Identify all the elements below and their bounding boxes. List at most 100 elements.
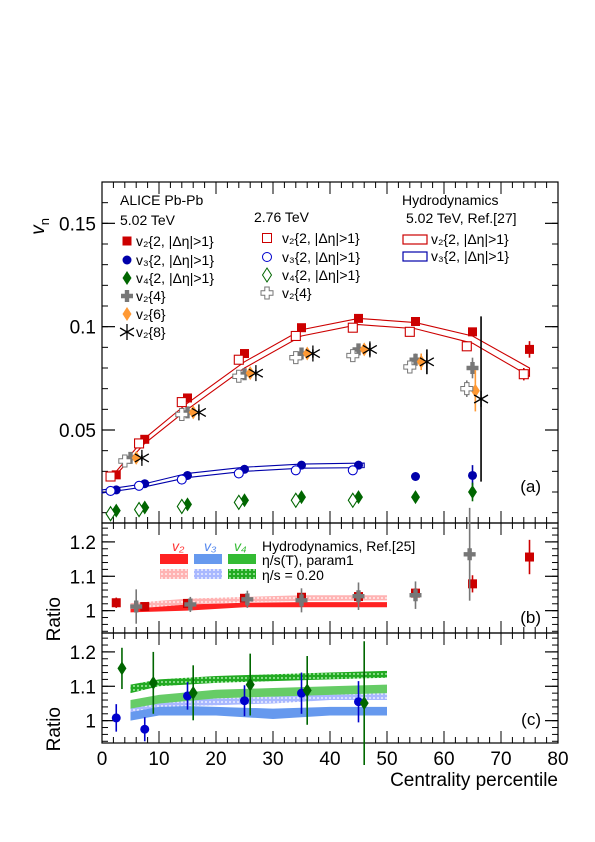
data-point — [409, 589, 422, 602]
legend-hydro-v3-swatch — [402, 251, 428, 262]
data-point — [111, 470, 121, 480]
series-v4_ratio — [117, 641, 369, 765]
data-point — [525, 344, 534, 354]
hydro-a-title: Hydrodynamics — [402, 192, 498, 208]
data-point — [403, 360, 417, 374]
legend-v3-2-276: v₃{2, |Δη|>1} — [282, 249, 360, 265]
x-axis-title: Centrality percentile — [390, 770, 558, 791]
data-point — [468, 470, 477, 480]
data-point — [525, 552, 534, 562]
band-v4_eta020 — [130, 670, 387, 694]
data-point — [466, 362, 479, 374]
data-point — [352, 343, 365, 356]
series-v2_6_502 — [131, 342, 480, 465]
data-point — [347, 465, 358, 476]
series-v3_2_276 — [105, 465, 358, 497]
data-point — [347, 322, 358, 333]
harmonic-label-v3: v₃ — [204, 538, 217, 554]
y-tick-label: 1.1 — [70, 567, 96, 588]
panel-b-ylabel: Ratio — [44, 597, 65, 641]
data-point — [468, 579, 477, 589]
data-point — [419, 353, 435, 370]
x-tick-label: 0 — [97, 749, 108, 770]
data-point — [111, 713, 121, 723]
panel-a-plot: 0.05 0.1 0.15 — [59, 181, 559, 523]
panel-b-tag: (b) — [520, 608, 541, 627]
swatch-v4-eta020 — [228, 569, 256, 579]
data-point — [295, 594, 308, 607]
series-v3_ratio — [111, 672, 363, 742]
experiment-label: ALICE Pb-Pb — [120, 192, 203, 208]
x-tick-label: 40 — [319, 749, 340, 770]
data-point — [354, 313, 363, 323]
data-point — [175, 408, 189, 421]
hydro-a-ref: 5.02 TeV, Ref.[27] — [406, 210, 517, 226]
y-tick-label: 0.1 — [70, 318, 96, 339]
legend-marker — [260, 286, 274, 300]
data-point — [460, 382, 474, 396]
data-point — [245, 366, 255, 381]
y-tick-label: 0.05 — [59, 421, 96, 442]
data-point — [352, 590, 365, 603]
legend-marker — [122, 271, 132, 285]
legend-marker — [262, 233, 272, 243]
series-v2_8_502 — [134, 316, 489, 482]
hydro-b-title: Hydrodynamics, Ref.[25] — [262, 538, 415, 554]
panel-b-plot: 1 1.1 1.2 — [70, 507, 559, 633]
data-point — [148, 675, 158, 690]
swatch-v3-param1 — [194, 554, 222, 564]
x-tick-label: 60 — [433, 749, 454, 770]
data-point — [176, 474, 187, 485]
data-point — [416, 354, 426, 369]
data-point — [232, 369, 246, 383]
y-tick-label: 1.1 — [70, 677, 96, 698]
y-tick-label: 1 — [85, 712, 96, 733]
data-point — [245, 677, 255, 692]
legend-marker — [122, 255, 132, 265]
swatch-v2-param1 — [160, 554, 188, 564]
data-point — [117, 661, 127, 676]
legend-502: v₂{2, |Δη|>1} v₃{2, |Δη|>1} v₄{2, |Δη|>1… — [136, 233, 214, 340]
data-point — [233, 494, 244, 511]
data-point — [409, 353, 422, 366]
data-point — [359, 696, 369, 711]
data-point — [140, 724, 150, 734]
band-label-param1: η/s(T), param1 — [262, 552, 354, 568]
data-point — [233, 468, 244, 479]
panel-c-ylabel: Ratio — [44, 707, 65, 751]
data-point — [134, 438, 145, 449]
data-point — [240, 696, 249, 706]
data-point — [346, 349, 360, 363]
y-tick-label: 1.2 — [70, 533, 96, 554]
data-point — [233, 354, 244, 365]
data-point — [183, 393, 192, 403]
data-point — [411, 317, 420, 326]
data-point — [176, 397, 187, 408]
data-point — [118, 454, 132, 468]
legend-v2-2-276: v₂{2, |Δη|>1} — [282, 230, 360, 246]
x-tick-label: 30 — [262, 749, 283, 770]
band-v4_param1 — [130, 684, 387, 709]
panel-c-tag: (c) — [521, 710, 541, 729]
y-tick-label: 1.2 — [70, 643, 96, 664]
legend-v3-2-502: v₃{2, |Δη|>1} — [136, 252, 214, 268]
panel-a-ylabel-sub: n — [37, 218, 52, 225]
data-point — [241, 593, 254, 606]
swatch-v2-eta020 — [160, 569, 188, 579]
y-tick-label: 1 — [85, 602, 96, 623]
data-point — [473, 391, 489, 407]
data-point — [124, 451, 137, 464]
swatch-v4-param1 — [228, 554, 256, 564]
data-point — [105, 485, 116, 497]
legend-marker — [262, 252, 272, 262]
band-v3_eta020 — [130, 693, 387, 713]
legend-marker — [261, 267, 273, 283]
x-tick-label: 50 — [376, 749, 397, 770]
harmonic-label-v4: v₄ — [234, 538, 247, 554]
series-v2_4_276 — [118, 349, 474, 468]
swatch-v3-eta020 — [194, 569, 222, 579]
data-point — [131, 450, 141, 465]
data-point — [518, 369, 529, 380]
data-point — [188, 685, 198, 700]
